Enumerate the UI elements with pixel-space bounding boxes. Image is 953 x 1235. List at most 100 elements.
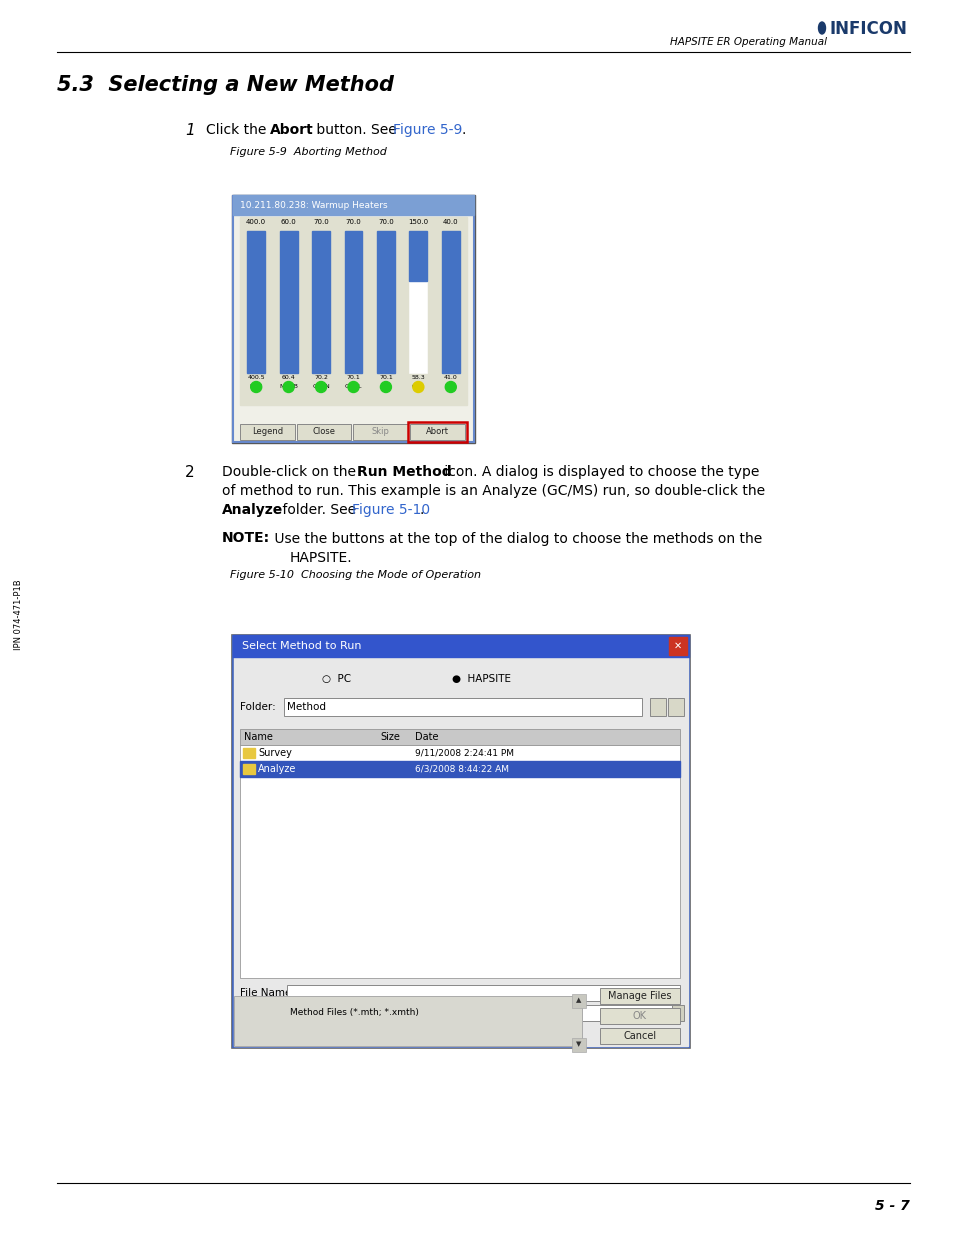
Circle shape [283, 382, 294, 393]
Circle shape [251, 382, 261, 393]
Text: .: . [461, 124, 466, 137]
Text: OK: OK [633, 1011, 646, 1021]
Text: Analyze: Analyze [257, 764, 296, 774]
Text: 60.4: 60.4 [281, 375, 295, 380]
Text: 10.211.80.238: Warmup Heaters: 10.211.80.238: Warmup Heaters [240, 200, 387, 210]
Text: OVEN: OVEN [312, 384, 330, 389]
Bar [243, 764, 254, 774]
Bar [240, 761, 679, 777]
Text: 400.5: 400.5 [247, 375, 265, 380]
Bar [247, 231, 265, 373]
Text: 58.3: 58.3 [411, 375, 425, 380]
Bar [296, 424, 351, 440]
Text: of method to run. This example is an Analyze (GC/MS) run, so double-click the: of method to run. This example is an Ana… [222, 484, 764, 498]
Bar [279, 231, 297, 373]
Text: 70.0: 70.0 [377, 219, 394, 225]
Bar [232, 195, 475, 443]
Text: NOTE:: NOTE: [222, 531, 270, 546]
Bar [240, 424, 294, 440]
Bar [599, 1028, 679, 1044]
Text: Abort: Abort [270, 124, 314, 137]
Bar [667, 698, 683, 716]
Text: Size: Size [379, 732, 399, 742]
Bar [233, 196, 474, 442]
Text: 70.2: 70.2 [314, 375, 328, 380]
Bar [233, 995, 581, 1046]
Bar [668, 637, 686, 655]
Text: .: . [419, 503, 424, 517]
Text: File Type:: File Type: [240, 1008, 288, 1018]
Text: ✕: ✕ [673, 641, 681, 651]
Bar [240, 745, 679, 978]
Bar [243, 748, 254, 758]
Text: 40.0: 40.0 [442, 219, 458, 225]
Bar [287, 986, 679, 1002]
Text: PRB: PRB [444, 384, 456, 389]
Text: NEG: NEG [249, 384, 263, 389]
Text: 70.0: 70.0 [345, 219, 361, 225]
Text: MEMB: MEMB [279, 384, 297, 389]
Text: 70.0: 70.0 [313, 219, 329, 225]
Text: HAPSITE ER Operating Manual: HAPSITE ER Operating Manual [669, 37, 826, 47]
Text: Analyze: Analyze [222, 503, 283, 517]
Text: Run Method: Run Method [356, 466, 451, 479]
Text: Date: Date [415, 732, 438, 742]
Bar [233, 195, 474, 215]
Text: HAPSITE.: HAPSITE. [290, 551, 353, 564]
Text: Select Method to Run: Select Method to Run [242, 641, 361, 651]
Text: 2: 2 [185, 466, 194, 480]
Text: Figure 5-10  Choosing the Mode of Operation: Figure 5-10 Choosing the Mode of Operati… [230, 569, 480, 579]
Text: Manage Files: Manage Files [608, 990, 671, 1002]
Text: Figure 5-9: Figure 5-9 [393, 124, 462, 137]
Circle shape [413, 382, 423, 393]
Bar [287, 1005, 679, 1021]
Text: Close: Close [313, 427, 335, 436]
Bar [671, 1005, 683, 1021]
Bar [409, 231, 427, 280]
Text: ▼: ▼ [576, 1041, 581, 1047]
Text: Method: Method [287, 701, 326, 713]
Bar [599, 988, 679, 1004]
Bar [312, 231, 330, 373]
Text: Name: Name [244, 732, 273, 742]
Text: 41.0: 41.0 [443, 375, 457, 380]
Text: 70.1: 70.1 [346, 375, 360, 380]
Text: Abort: Abort [426, 427, 449, 436]
Text: 60.0: 60.0 [280, 219, 296, 225]
Text: 400.0: 400.0 [246, 219, 266, 225]
Bar [354, 424, 408, 440]
Ellipse shape [818, 22, 824, 35]
Bar [649, 698, 665, 716]
Text: button. See: button. See [312, 124, 400, 137]
Text: Double-click on the: Double-click on the [222, 466, 360, 479]
Text: GCHL: GCHL [344, 384, 362, 389]
Circle shape [315, 382, 326, 393]
Text: Cancel: Cancel [622, 1031, 656, 1041]
Text: ●  HAPSITE: ● HAPSITE [452, 674, 511, 684]
Text: ELB: ELB [379, 384, 392, 389]
Bar [599, 1008, 679, 1024]
Text: Figure 5-9  Aborting Method: Figure 5-9 Aborting Method [230, 147, 387, 157]
Text: 1: 1 [185, 124, 194, 138]
Bar [284, 698, 641, 716]
Text: 5.3  Selecting a New Method: 5.3 Selecting a New Method [57, 75, 394, 95]
Bar [441, 231, 459, 373]
Text: 150.0: 150.0 [408, 219, 428, 225]
Circle shape [445, 382, 456, 393]
Bar [410, 424, 464, 440]
Text: icon. A dialog is displayed to choose the type: icon. A dialog is displayed to choose th… [439, 466, 759, 479]
Bar [409, 231, 427, 373]
Circle shape [380, 382, 391, 393]
Text: INFICON: INFICON [829, 20, 907, 38]
Bar [572, 1037, 585, 1052]
Text: 5 - 7: 5 - 7 [874, 1199, 909, 1213]
Text: Legend: Legend [252, 427, 283, 436]
Text: Use the buttons at the top of the dialog to choose the methods on the: Use the buttons at the top of the dialog… [270, 531, 761, 546]
Text: Figure 5-10: Figure 5-10 [352, 503, 430, 517]
Bar [240, 217, 467, 405]
Text: File Name:: File Name: [240, 988, 294, 998]
Circle shape [348, 382, 358, 393]
Bar [240, 729, 679, 745]
Text: Method Files (*.mth; *.xmth): Method Files (*.mth; *.xmth) [290, 1009, 418, 1018]
Text: 70.1: 70.1 [378, 375, 393, 380]
